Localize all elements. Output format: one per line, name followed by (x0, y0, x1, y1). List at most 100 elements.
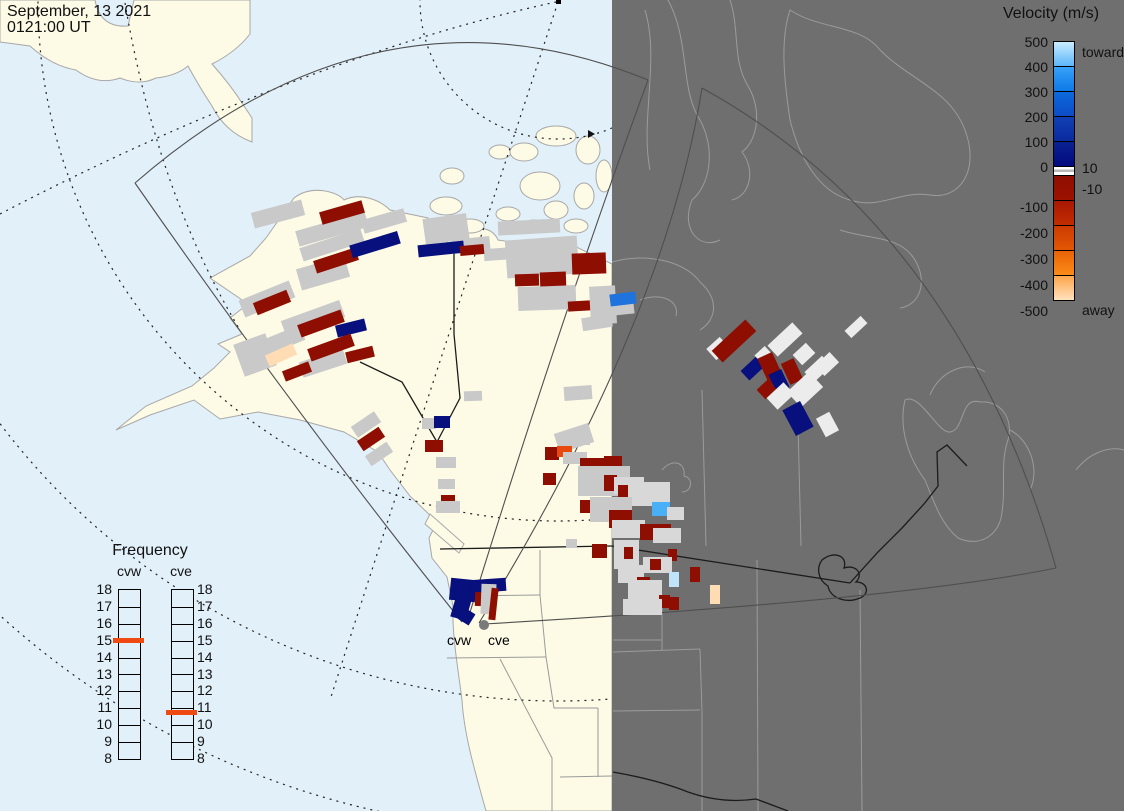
velocity-scale-segment (1053, 250, 1075, 276)
velocity-cell (650, 559, 661, 570)
velocity-cell (252, 289, 292, 316)
frequency-scale-cell (172, 691, 193, 708)
frequency-tick-label: 14 (96, 648, 112, 665)
map-site-label-cvw: cvw (447, 632, 472, 648)
velocity-cell (545, 447, 559, 460)
velocity-cell (514, 273, 540, 287)
frequency-tick-label: 15 (197, 631, 213, 648)
velocity-scale-segment (1053, 141, 1075, 167)
velocity-cell (815, 411, 840, 438)
velocity-cell (457, 607, 476, 626)
frequency-tick-label: 18 (96, 581, 112, 597)
velocity-cell (553, 422, 595, 454)
velocity-cell (710, 585, 720, 604)
velocity-cell (474, 591, 482, 607)
frequency-scale-column-cvw (118, 589, 141, 760)
velocity-cell (438, 479, 455, 489)
frequency-tick-label: 18 (197, 581, 213, 597)
velocity-cell (580, 500, 593, 513)
frequency-tick-label: 15 (96, 631, 112, 648)
velocity-cell (782, 401, 814, 436)
radar-site-dot (479, 620, 489, 630)
velocity-cell (653, 528, 681, 543)
frequency-marker-cvw (113, 637, 144, 643)
velocity-tick-label: -100 (1019, 199, 1048, 215)
velocity-cell (814, 352, 840, 376)
velocity-cell (295, 211, 369, 247)
velocity-cell (767, 322, 803, 357)
velocity-cell (417, 240, 465, 258)
velocity-cell (766, 382, 795, 410)
velocity-cell (592, 544, 607, 558)
velocity-cell (281, 361, 313, 382)
frequency-scale-cell (172, 623, 193, 641)
fov-cvw (134, 42, 649, 623)
velocity-scale-segment (1053, 225, 1075, 251)
frequency-scale-cell (119, 691, 140, 708)
frequency-scale-cell (119, 640, 140, 658)
velocity-cell (307, 333, 355, 362)
velocity-cell (334, 318, 368, 338)
velocity-cell (422, 418, 436, 429)
velocity-cell (299, 228, 365, 262)
velocity-cell (345, 345, 375, 364)
velocity-zero-upper-label: 10 (1082, 160, 1098, 176)
frequency-col-cve-label: cve (170, 563, 192, 579)
velocity-cell (609, 291, 637, 307)
frequency-scale-cell (172, 742, 193, 759)
night-black-borders (611, 444, 968, 811)
velocity-tick-label: 100 (1024, 134, 1048, 150)
frequency-tick-label: 12 (96, 682, 112, 699)
velocity-cell (623, 599, 662, 615)
velocity-scale-segment (1053, 175, 1075, 201)
frequency-scale-cell (119, 623, 140, 641)
velocity-cell (844, 315, 868, 339)
frequency-scale-cell (119, 657, 140, 675)
frequency-tick-label: 11 (197, 699, 212, 716)
velocity-cell (669, 572, 679, 587)
velocity-cell (250, 199, 306, 229)
velocity-cell (659, 595, 670, 608)
velocity-cell (434, 416, 450, 428)
velocity-cell (566, 539, 577, 548)
velocity-scale-segment (1053, 41, 1075, 67)
velocity-tick-label: 300 (1024, 84, 1048, 100)
map-site-label-cve: cve (488, 632, 510, 648)
time-label: 0121:00 UT (7, 19, 91, 36)
frequency-scale-cell (172, 657, 193, 675)
frequency-marker-cve (166, 709, 197, 715)
velocity-cell (233, 333, 277, 377)
frequency-scale-cell (119, 708, 140, 725)
frequency-tick-label: 17 (197, 597, 213, 614)
velocity-cell (786, 371, 824, 408)
velocity-cell (624, 547, 633, 559)
velocity-colorbar (1053, 41, 1075, 301)
frequency-scale-cell (119, 725, 140, 742)
velocity-tick-label: 400 (1024, 59, 1048, 75)
velocity-cell (356, 426, 386, 452)
velocity-cell (463, 390, 483, 402)
frequency-tick-label: 10 (96, 716, 112, 733)
velocity-cells-layer (233, 199, 868, 626)
velocity-cell (364, 441, 394, 467)
frequency-tick-label: 10 (197, 716, 213, 733)
velocity-cell (780, 358, 804, 385)
velocity-toward-label: toward (1082, 44, 1124, 60)
velocity-cell (497, 218, 561, 236)
frequency-col-cvw-label: cvw (116, 563, 142, 579)
fov-cve (478, 87, 1057, 625)
frequency-tick-label: 13 (197, 665, 213, 682)
velocity-cell (667, 507, 684, 520)
frequency-scale-cell (119, 606, 140, 624)
frequency-tick-label: 14 (197, 648, 213, 665)
velocity-cell (436, 457, 456, 468)
date-label: September, 13 2021 (7, 3, 152, 20)
velocity-cell (711, 319, 757, 363)
frequency-tick-label: 16 (197, 614, 213, 631)
velocity-cell (652, 502, 670, 516)
velocity-cell (297, 309, 345, 338)
night-outlines (611, 0, 1124, 811)
frequency-tick-label: 16 (96, 614, 112, 631)
velocity-cell (350, 411, 382, 438)
